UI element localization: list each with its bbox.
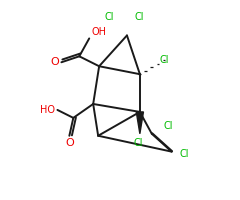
Text: Cl: Cl [133,138,143,148]
Text: Cl: Cl [104,12,114,22]
Text: O: O [65,138,74,148]
Text: O: O [51,57,60,67]
Polygon shape [136,112,144,134]
Text: Cl: Cl [134,12,144,22]
Text: Cl: Cl [180,149,189,159]
Text: OH: OH [91,27,106,37]
Text: Cl: Cl [160,55,169,65]
Text: HO: HO [41,105,55,115]
Text: Cl: Cl [164,121,173,131]
